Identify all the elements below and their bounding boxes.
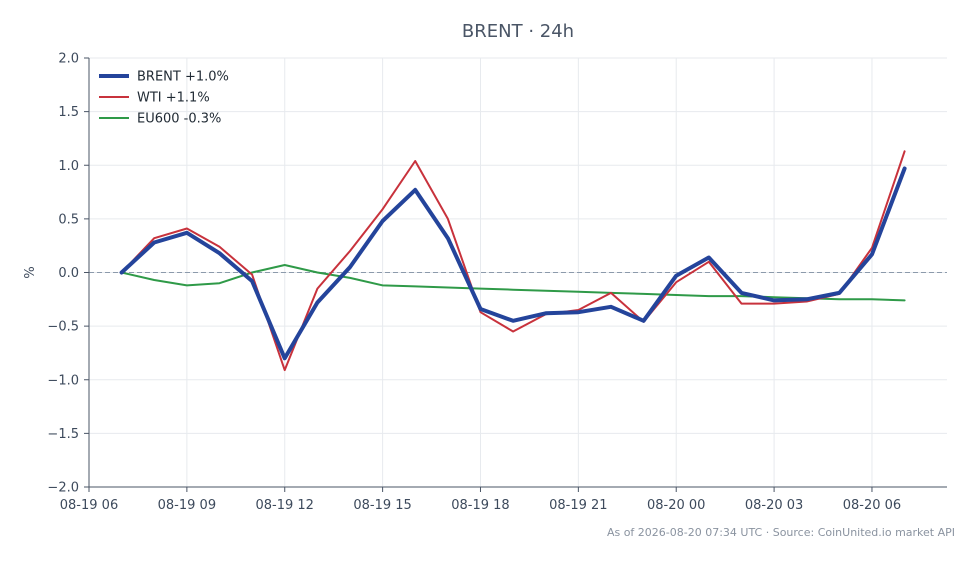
y-tick-label: −1.5	[47, 427, 79, 442]
y-tick-label: 1.5	[58, 105, 79, 120]
y-tick-label: 0.5	[58, 212, 79, 227]
line-chart: BRENT · 24h 2.0 1.5 1.0 0.5 0.0 −0.5 −1.0 −1.5 −…	[23, 21, 947, 513]
series	[119, 150, 907, 372]
y-tick-label: 0.0	[58, 266, 79, 281]
legend-label: EU600 -0.3%	[137, 112, 221, 127]
x-tick-label: 08-19 09	[158, 498, 216, 513]
y-tick-label: −1.0	[47, 373, 79, 388]
x-tick-label: 08-19 15	[353, 498, 411, 513]
legend-label: BRENT +1.0%	[137, 70, 229, 85]
legend: BRENT +1.0% WTI +1.1% EU600 -0.3%	[99, 70, 229, 127]
x-tick-label: 08-19 18	[451, 498, 509, 513]
x-tick-label: 08-19 12	[256, 498, 314, 513]
x-tick-label: 08-19 21	[549, 498, 607, 513]
y-tick-label: −2.0	[47, 481, 79, 496]
y-axis-label: %	[23, 266, 38, 278]
axes: 2.0 1.5 1.0 0.5 0.0 −0.5 −1.0 −1.5 −2.0 08-19 06 0…	[23, 52, 947, 513]
x-tick-label: 08-20 03	[745, 498, 803, 513]
x-tick-label: 08-19 06	[60, 498, 118, 513]
y-tick-label: −0.5	[47, 320, 79, 335]
grid	[88, 57, 947, 488]
x-tick-label: 08-20 00	[647, 498, 705, 513]
series-line-2	[120, 264, 906, 302]
source-footer: As of 2026-08-20 07:34 UTC · Source: Coi…	[606, 526, 955, 539]
series-line-1	[120, 150, 906, 372]
series-line-0	[119, 166, 907, 361]
x-tick-label: 08-20 06	[843, 498, 901, 513]
y-tick-label: 1.0	[58, 159, 79, 174]
chart-title: BRENT · 24h	[462, 21, 574, 42]
y-tick-label: 2.0	[58, 52, 79, 67]
legend-label: WTI +1.1%	[137, 91, 210, 106]
